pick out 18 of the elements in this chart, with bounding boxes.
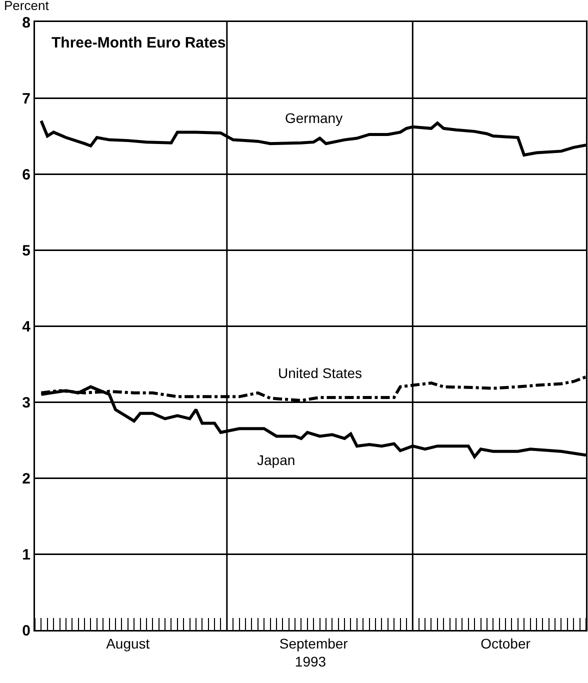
y-tick-label: 0 [22,622,30,640]
text: Three-Month Euro Rates [52,34,226,52]
series-label: Germany [285,110,343,126]
y-tick-label: 4 [22,318,32,336]
x-axis-title: 1993 [294,653,326,670]
x-tick-label: August [106,635,150,652]
y-axis-title: Percent [4,0,50,13]
series-label: United States [278,365,362,381]
y-tick-label: 3 [22,394,30,412]
y-tick-label: 1 [22,546,30,564]
y-tick-label: 5 [22,242,30,260]
x-tick-label: October [480,635,531,652]
y-tick-label: 2 [22,470,30,488]
series-label: Japan [257,452,296,468]
x-tick-label: September [279,635,348,652]
y-tick-label: 8 [22,14,30,32]
y-tick-label: 6 [22,166,30,184]
y-tick-label: 7 [22,90,30,108]
